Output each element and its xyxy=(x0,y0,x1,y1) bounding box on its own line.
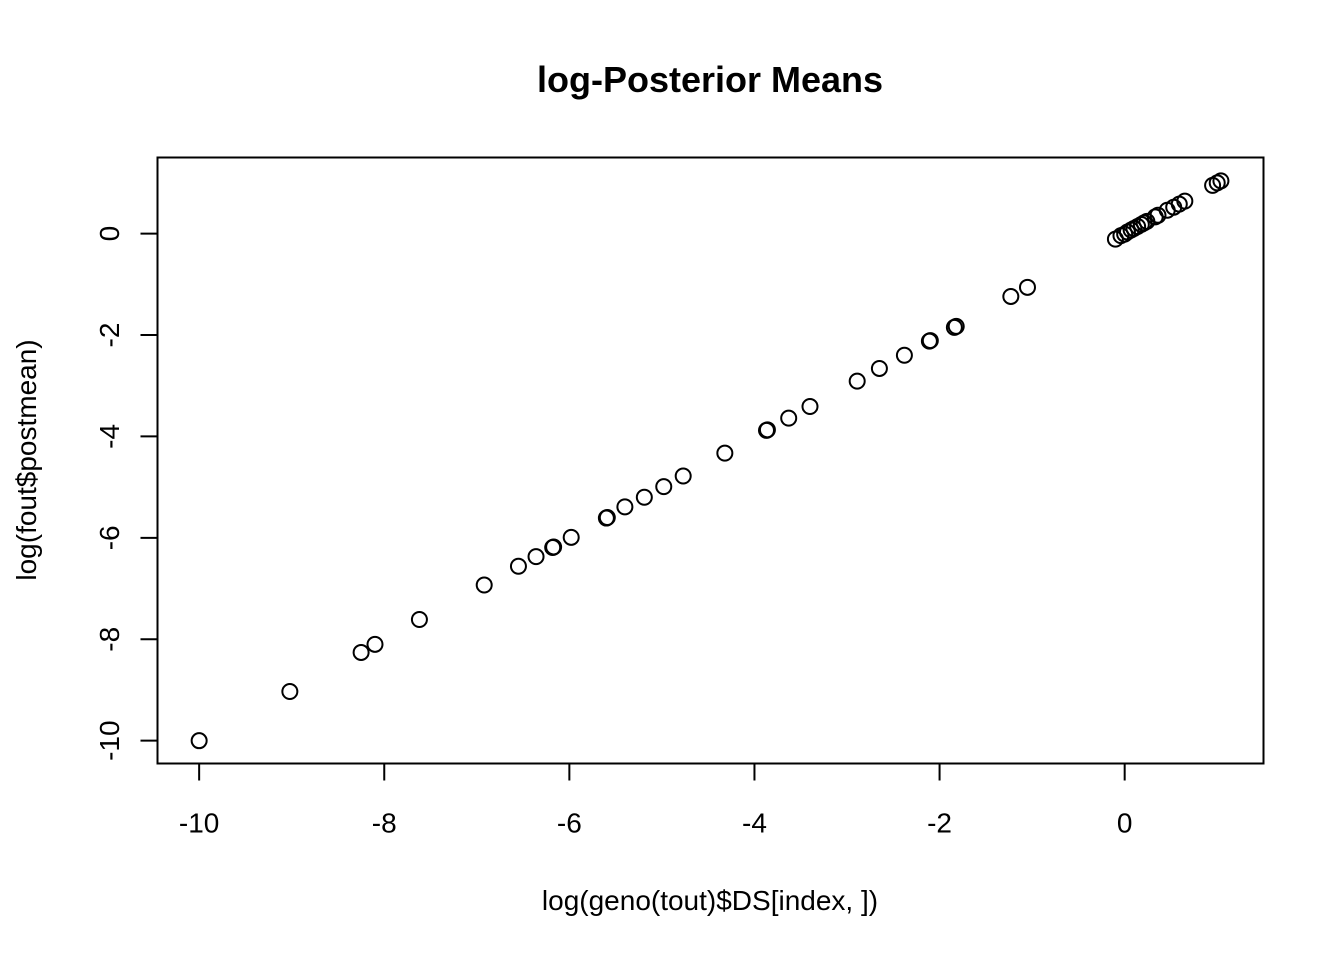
data-point xyxy=(947,317,965,335)
x-tick-label: -2 xyxy=(927,808,952,839)
data-point xyxy=(509,557,527,575)
y-tick-label: -2 xyxy=(94,323,125,348)
data-point xyxy=(598,509,616,527)
data-point xyxy=(527,548,545,566)
x-axis-label: log(geno(tout)$DS[index, ]) xyxy=(542,885,878,916)
data-point xyxy=(1212,172,1230,190)
data-point xyxy=(655,478,673,496)
y-tick-label: 0 xyxy=(94,226,125,242)
chart-title: log-Posterior Means xyxy=(537,59,883,100)
x-tick-label: -8 xyxy=(372,808,397,839)
x-axis: -10 -8 -6 -4 -2 0 xyxy=(179,762,1133,839)
data-point xyxy=(410,610,428,628)
x-tick-label: -10 xyxy=(179,808,219,839)
data-point xyxy=(1002,287,1020,305)
data-point xyxy=(716,444,734,462)
data-point xyxy=(1176,192,1194,210)
y-tick-label: -6 xyxy=(94,525,125,550)
data-point xyxy=(801,397,819,415)
data-point xyxy=(562,528,580,546)
data-point xyxy=(190,732,208,750)
x-tick-label: 0 xyxy=(1117,808,1133,839)
data-point xyxy=(870,359,888,377)
data-point xyxy=(545,538,563,556)
data-point xyxy=(895,346,913,364)
data-point xyxy=(475,576,493,594)
data-point xyxy=(281,682,299,700)
data-point xyxy=(674,467,692,485)
data-point xyxy=(780,409,798,427)
data-point xyxy=(635,488,653,506)
y-axis: -10 -8 -6 -4 -2 0 xyxy=(94,226,159,761)
y-tick-label: -8 xyxy=(94,627,125,652)
y-tick-label: -10 xyxy=(94,720,125,760)
data-point xyxy=(352,643,370,661)
data-points xyxy=(190,172,1230,750)
data-point xyxy=(616,498,634,516)
data-point xyxy=(758,421,776,439)
data-point xyxy=(1149,206,1167,224)
plot-frame xyxy=(156,156,1265,765)
y-tick-label: -4 xyxy=(94,424,125,449)
data-point xyxy=(848,372,866,390)
x-tick-label: -6 xyxy=(557,808,582,839)
y-axis-label: log(fout$postmean) xyxy=(11,339,42,580)
data-point xyxy=(1018,278,1036,296)
data-point xyxy=(921,332,939,350)
data-point xyxy=(366,635,384,653)
x-tick-label: -4 xyxy=(742,808,767,839)
